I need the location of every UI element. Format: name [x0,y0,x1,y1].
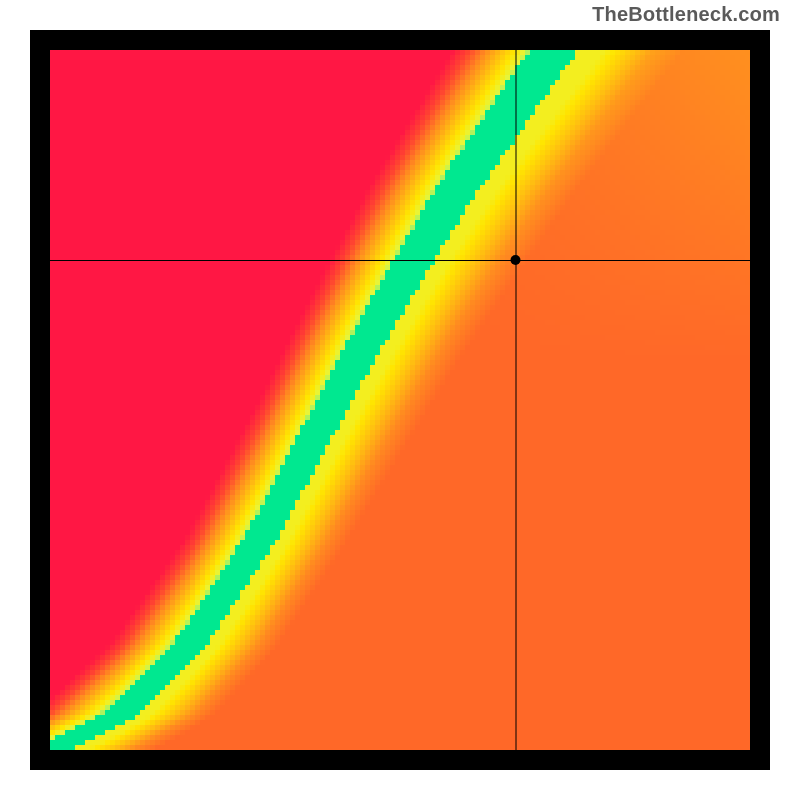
bottleneck-heatmap [50,50,750,750]
watermark-text: TheBottleneck.com [592,4,780,27]
